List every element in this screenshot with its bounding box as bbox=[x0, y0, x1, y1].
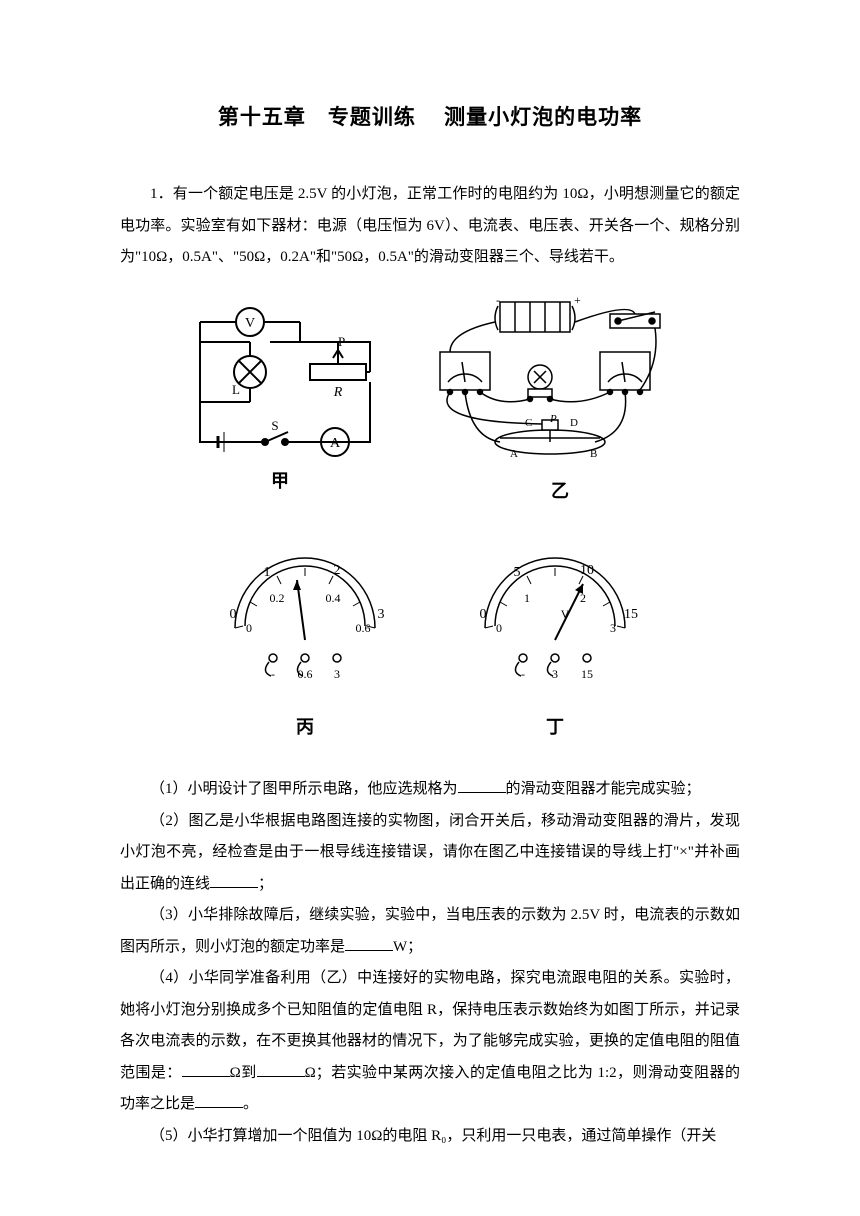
svg-text:P: P bbox=[338, 334, 345, 349]
svg-text:2: 2 bbox=[334, 563, 341, 578]
svg-text:0.2: 0.2 bbox=[270, 591, 285, 605]
svg-text:0.6: 0.6 bbox=[298, 667, 313, 681]
blank-4a[interactable] bbox=[182, 1062, 230, 1077]
q1p1-text: （1）小明设计了图甲所示电路，他应选规格为 bbox=[150, 781, 458, 797]
svg-text:+: + bbox=[574, 293, 581, 307]
blank-1[interactable] bbox=[458, 778, 506, 793]
svg-text:1: 1 bbox=[264, 565, 271, 580]
q1-part1: （1）小明设计了图甲所示电路，他应选规格为 的滑动变阻器才能完成实验； bbox=[120, 774, 740, 806]
svg-text:0.6: 0.6 bbox=[356, 621, 371, 635]
figure-bing-ding: 0 1 2 3 0 0.2 0.4 0.6 - 0.6 3 丙 bbox=[120, 550, 740, 746]
svg-text:-: - bbox=[521, 667, 525, 681]
label-ding: 丁 bbox=[465, 709, 645, 747]
svg-text:0: 0 bbox=[230, 607, 237, 622]
svg-text:L: L bbox=[232, 382, 240, 397]
figure-jia-yi: V P R L S A 甲 - bbox=[120, 292, 740, 525]
svg-text:-: - bbox=[271, 667, 275, 681]
svg-text:5: 5 bbox=[514, 565, 521, 580]
svg-text:0: 0 bbox=[496, 621, 502, 635]
svg-text:甲: 甲 bbox=[271, 471, 289, 491]
q1p1-text-b: 的滑动变阻器才能完成实验； bbox=[506, 781, 701, 797]
q1-part2: （2）图乙是小华根据电路图连接的实物图，闭合开关后，移动滑动变阻器的滑片，发现小… bbox=[120, 806, 740, 901]
q1-intro: 1．有一个额定电压是 2.5V 的小灯泡，正常工作时的电阻约为 10Ω，小明想测… bbox=[120, 179, 740, 274]
svg-text:3: 3 bbox=[610, 621, 616, 635]
svg-text:V: V bbox=[245, 316, 255, 331]
svg-text:15: 15 bbox=[624, 607, 638, 622]
q1p4-mid: Ω到 bbox=[230, 1065, 257, 1081]
svg-text:0.4: 0.4 bbox=[326, 591, 341, 605]
page-title: 第十五章 专题训练 测量小灯泡的电功率 bbox=[120, 95, 740, 139]
svg-text:A: A bbox=[510, 448, 518, 460]
svg-text:-: - bbox=[496, 293, 500, 307]
svg-text:R: R bbox=[333, 385, 343, 400]
svg-text:10: 10 bbox=[580, 563, 594, 578]
svg-text:15: 15 bbox=[581, 667, 593, 681]
svg-text:1: 1 bbox=[524, 591, 530, 605]
svg-text:A: A bbox=[330, 436, 341, 451]
svg-text:P: P bbox=[549, 413, 557, 425]
q1-part3: （3）小华排除故障后，继续实验，实验中，当电压表的示数为 2.5V 时，电流表的… bbox=[120, 900, 740, 963]
svg-text:0: 0 bbox=[246, 621, 252, 635]
svg-text:乙: 乙 bbox=[551, 481, 569, 501]
svg-text:3: 3 bbox=[552, 667, 558, 681]
blank-3[interactable] bbox=[345, 936, 393, 951]
q1p3-text: （3）小华排除故障后，继续实验，实验中，当电压表的示数为 2.5V 时，电流表的… bbox=[120, 907, 740, 955]
svg-text:D: D bbox=[570, 417, 578, 429]
svg-text:3: 3 bbox=[378, 607, 385, 622]
label-bing: 丙 bbox=[215, 709, 395, 747]
svg-text:3: 3 bbox=[334, 667, 340, 681]
blank-2[interactable] bbox=[210, 873, 258, 888]
svg-text:0: 0 bbox=[480, 607, 487, 622]
blank-4b[interactable] bbox=[257, 1062, 305, 1077]
svg-text:B: B bbox=[590, 448, 597, 460]
q1-part4: （4）小华同学准备利用（乙）中连接好的实物电路，探究电流跟电阻的关系。实验时，她… bbox=[120, 963, 740, 1121]
q1p2-text-b: ； bbox=[258, 876, 273, 892]
svg-text:S: S bbox=[271, 418, 278, 433]
q1p4-text-c: 。 bbox=[243, 1096, 258, 1112]
q1-part5: （5）小华打算增加一个阻值为 10Ω的电阻 R₀，只利用一只电表，通过简单操作（… bbox=[120, 1121, 740, 1153]
blank-4c[interactable] bbox=[195, 1093, 243, 1108]
q1p3-text-b: W； bbox=[393, 939, 422, 955]
